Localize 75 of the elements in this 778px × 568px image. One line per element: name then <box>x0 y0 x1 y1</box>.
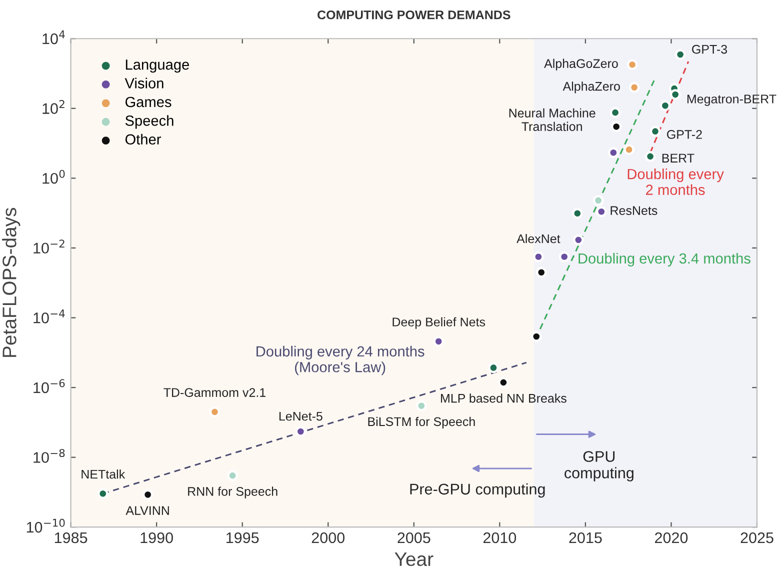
legend-label: Language <box>126 60 189 73</box>
point <box>416 400 427 412</box>
annotation: Deep Belief Nets <box>392 317 486 329</box>
point <box>628 82 640 93</box>
y-tick-label: 10$^{−4}$ <box>34 310 65 324</box>
point <box>674 49 686 60</box>
annotation: ResNets <box>610 206 658 215</box>
y-tick-label: 10$^{−6}$ <box>34 379 65 394</box>
point <box>433 336 444 347</box>
legend-label: Other <box>125 134 161 145</box>
y-tick-label: 10$^{2}$ <box>42 100 64 114</box>
point <box>596 206 607 218</box>
annotation: LeNet-5 <box>279 412 322 421</box>
x-tick-label: 1995 <box>226 532 259 544</box>
chart-title: COMPUTING POWER DEMANDS <box>318 10 510 20</box>
series-label: Doubling every 3.4 months <box>578 252 750 267</box>
annotation: RNN for Speech <box>188 486 278 498</box>
y-axis-title: PetaFLOPS-days <box>2 208 20 357</box>
x-tick-label: 1985 <box>54 532 88 544</box>
point <box>488 362 499 374</box>
point <box>670 89 681 100</box>
annotation: GPT-3 <box>692 44 727 54</box>
x-tick-label: 2015 <box>569 532 602 544</box>
point <box>572 208 583 219</box>
y-tick-label: 10$^{−2}$ <box>34 240 64 254</box>
annotation: Megatron-BERT <box>687 94 776 106</box>
series-label: Doubling every 24 months (Moore's Law) <box>256 346 424 376</box>
series-label: Doubling every 2 months <box>628 168 724 195</box>
annotation: ALVINN <box>126 506 169 515</box>
annotation: NETtalk <box>82 469 126 479</box>
annotation: AlexNet <box>516 234 560 244</box>
point <box>142 489 154 500</box>
x-axis-title: Year <box>394 552 434 566</box>
y-tick-label: 10$^{0}$ <box>42 170 65 184</box>
y-tick-label: 10$^{−8}$ <box>34 448 65 463</box>
y-tick-label: 10$^{−10}$ <box>26 518 65 533</box>
point <box>573 234 584 246</box>
annotation: TD-Gammom v2.1 <box>164 388 266 397</box>
annotation: AlphaGoZero <box>544 58 618 70</box>
x-tick-label: 2010 <box>483 532 516 544</box>
point <box>530 331 542 342</box>
annotation: BERT <box>662 154 694 162</box>
x-tick-label: 2005 <box>398 532 430 544</box>
point <box>624 144 634 155</box>
x-tick-label: 1990 <box>140 532 173 544</box>
point <box>608 147 619 158</box>
legend-label: Vision <box>124 78 164 88</box>
x-tick-label: 2025 <box>740 532 774 544</box>
point <box>650 126 661 137</box>
point <box>644 151 656 162</box>
point <box>295 426 306 437</box>
x-tick-label: 2020 <box>654 532 688 544</box>
y-tick-label: 10$^{4}$ <box>42 30 65 44</box>
point <box>209 406 220 418</box>
point <box>227 470 238 481</box>
point <box>558 251 570 262</box>
point <box>610 107 621 118</box>
annotation: BiLSTM for Speech <box>368 416 475 429</box>
annotation: AlphaZero <box>562 82 620 94</box>
point <box>626 59 638 70</box>
legend-label: Games <box>125 96 172 108</box>
legend-label: Speech <box>125 115 174 129</box>
annotation: MLP based NN Breaks <box>441 394 566 403</box>
point <box>610 121 622 132</box>
band-label: GPU computing <box>564 451 634 482</box>
point <box>533 251 544 262</box>
band-label: Pre-GPU computing <box>410 483 545 498</box>
point <box>97 488 108 500</box>
annotation: Neural Machine Translation <box>509 108 596 131</box>
x-tick-label: 2000 <box>312 532 345 544</box>
point <box>592 195 604 206</box>
point <box>660 100 671 112</box>
point <box>536 266 547 278</box>
annotation: GPT-2 <box>667 130 702 139</box>
point <box>498 377 509 388</box>
